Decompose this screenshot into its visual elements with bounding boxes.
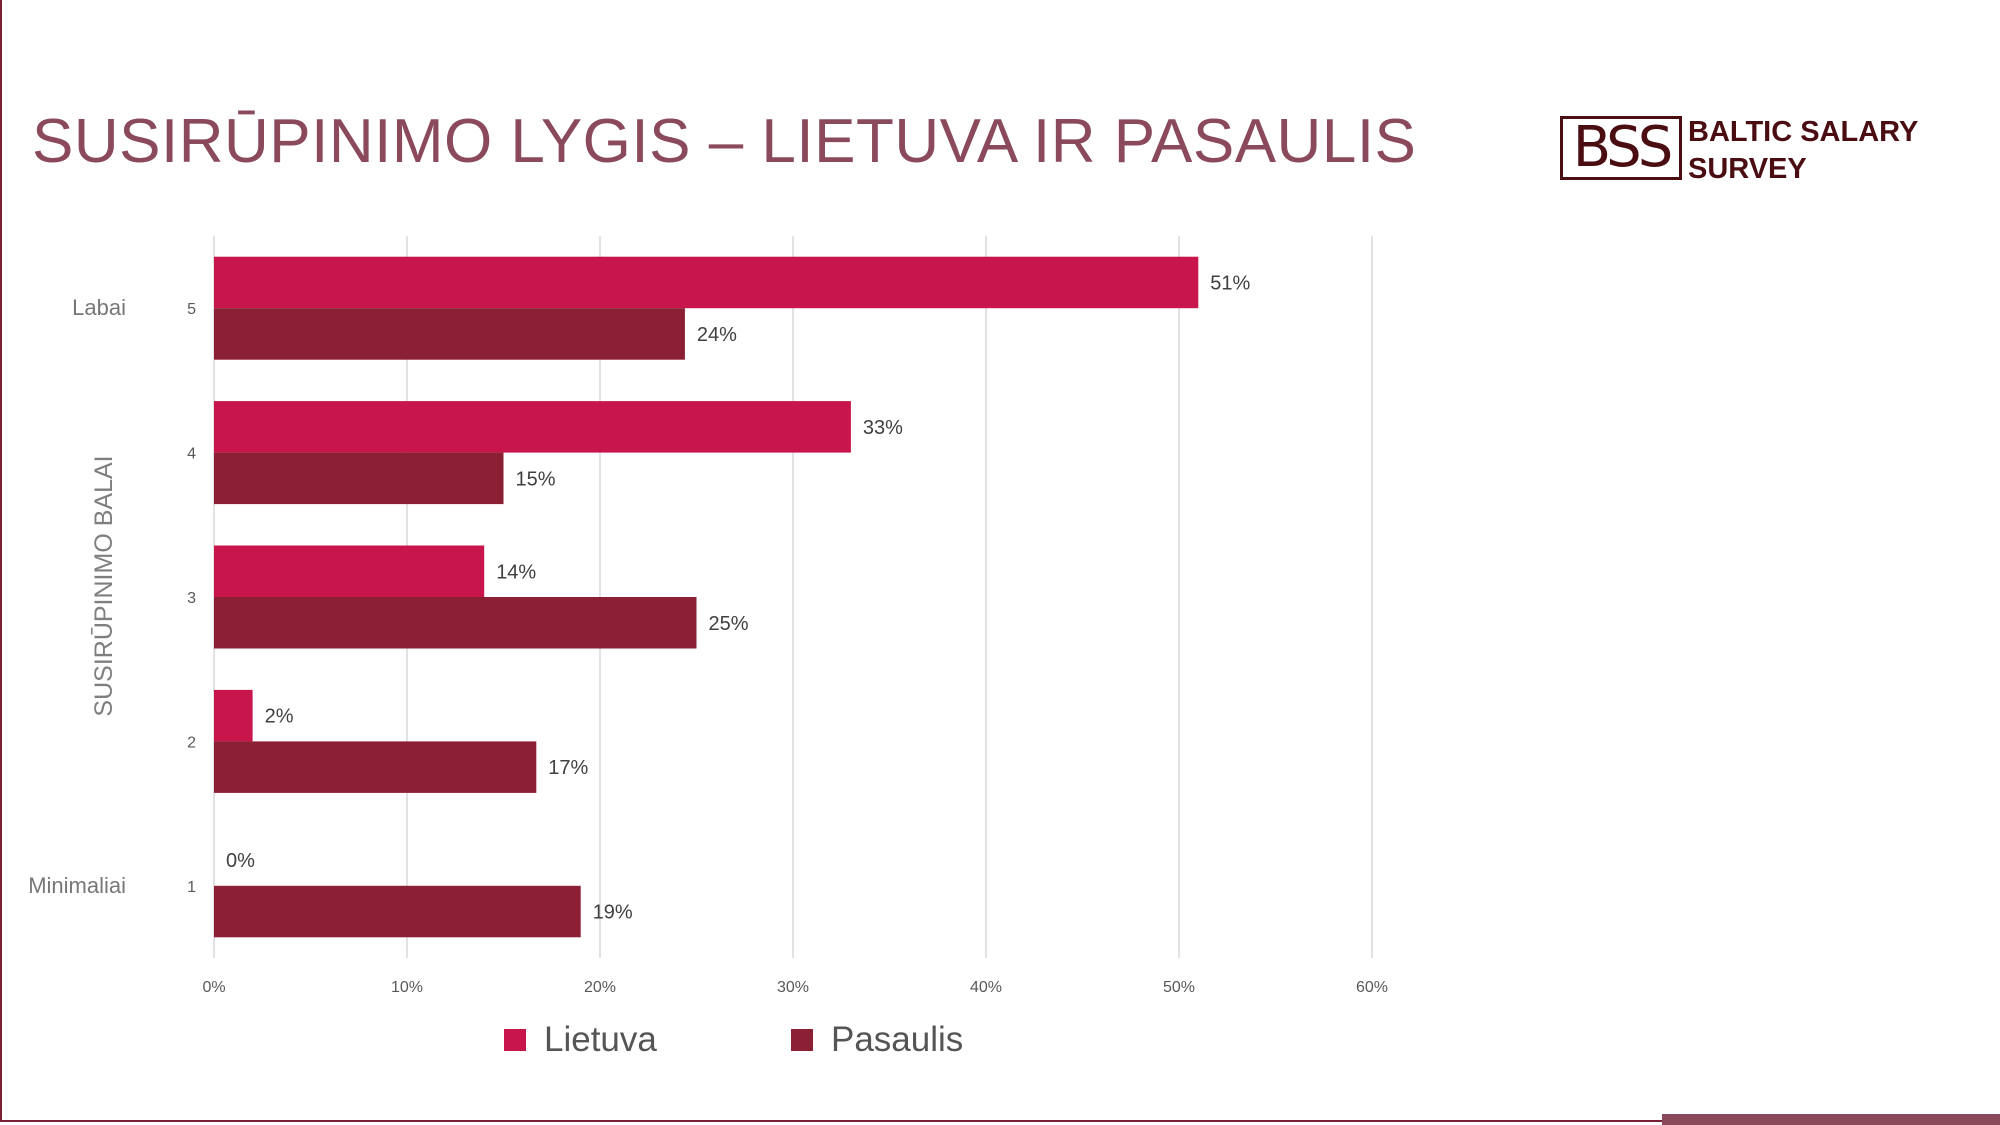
bar-pasaulis-1 [214,885,581,938]
data-label: 19% [593,902,633,924]
x-tick-label: 40% [970,979,1002,996]
bar-lietuva-2 [214,689,253,742]
bar-pasaulis-2 [214,741,537,793]
legend-item-lietuva: Lietuva [504,1020,657,1060]
data-label: 0% [226,850,255,872]
category-side-label: Labai [72,295,126,320]
bar-pasaulis-5 [214,308,685,360]
data-label: 24% [697,324,737,346]
legend-label-lietuva: Lietuva [544,1020,657,1059]
bottom-accent-bar [1662,1114,2000,1125]
data-label: 17% [548,757,588,779]
y-tick-label: 2 [187,734,196,751]
logo-text-line2: SURVEY [1688,153,1807,185]
chart-legend: Lietuva Pasaulis [0,1020,2000,1064]
logo-text: BALTIC SALARY SURVEY [1688,114,1928,188]
data-label: 33% [863,417,903,439]
bar-lietuva-3 [214,545,485,597]
legend-swatch-lietuva [504,1029,526,1051]
data-label: 51% [1210,272,1250,294]
category-side-label: Minimaliai [28,873,126,898]
x-tick-label: 10% [391,979,423,996]
y-tick-label: 4 [187,446,196,463]
logo-mark: BSS [1560,116,1682,180]
data-label: 15% [516,468,556,490]
y-tick-label: 1 [187,879,196,896]
data-label: 2% [265,706,294,728]
legend-label-pasaulis: Pasaulis [831,1020,964,1059]
x-tick-label: 0% [202,979,225,996]
bar-pasaulis-4 [214,452,504,505]
legend-swatch-pasaulis [791,1029,813,1051]
x-tick-label: 60% [1356,979,1388,996]
y-tick-label: 5 [187,301,196,318]
data-label: 14% [496,561,536,583]
x-tick-label: 30% [777,979,809,996]
y-tick-label: 3 [187,590,196,607]
logo-text-line1: BALTIC SALARY [1688,116,1919,148]
y-axis-title: SUSIRŪPINIMO BALAI [90,455,118,716]
page-title: SUSIRŪPINIMO LYGIS – LIETUVA IR PASAULIS [32,107,1417,176]
bar-lietuva-5 [214,256,1199,309]
data-label: 25% [709,613,749,635]
x-tick-label: 50% [1163,979,1195,996]
x-tick-label: 20% [584,979,616,996]
legend-item-pasaulis: Pasaulis [791,1020,963,1060]
bar-pasaulis-3 [214,597,697,649]
bar-lietuva-4 [214,401,851,453]
